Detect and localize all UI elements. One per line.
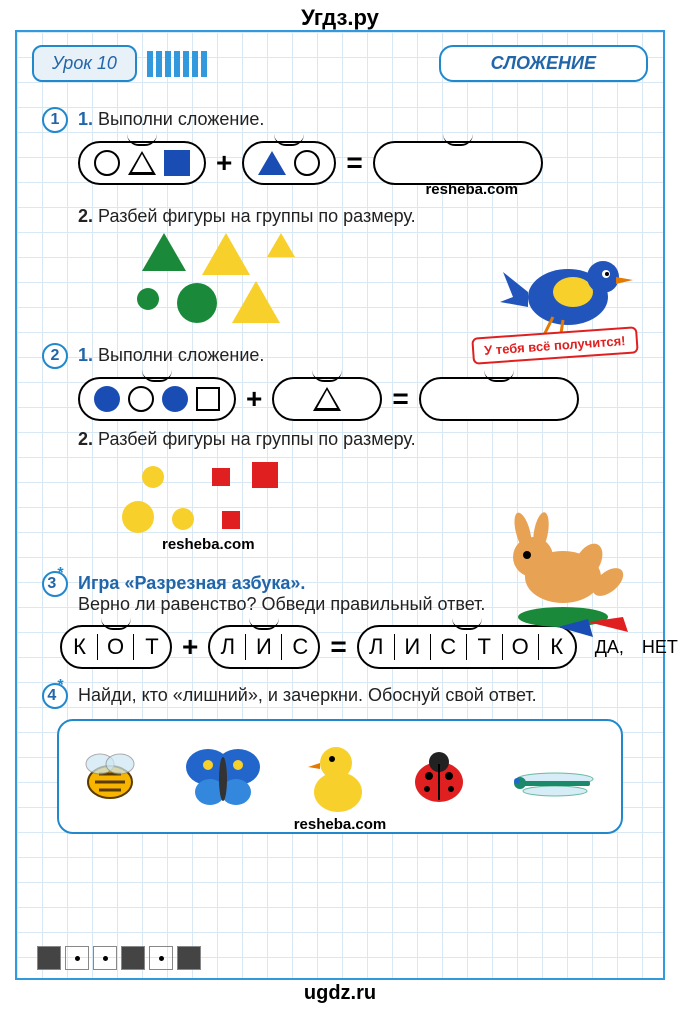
triangle-green-icon (142, 233, 186, 271)
page-footer (37, 946, 201, 970)
letter: Т (134, 634, 170, 660)
task2-sub2-text: Разбей фигуры на группы по размеру. (98, 429, 416, 449)
task3-text: Игра «Разрезная азбука». Верно ли равенс… (78, 571, 485, 615)
triangle-yellow-icon (232, 281, 280, 323)
task-4: 4 Найди, кто «лишний», и зачеркни. Обосн… (42, 683, 638, 709)
triangle-yellow-small-icon (267, 233, 295, 257)
circle-green-small-icon (137, 288, 159, 310)
page-header: Урок 10 СЛОЖЕНИЕ (17, 32, 663, 87)
task2-sub2: 2. Разбей фигуры на группы по размеру. (78, 429, 638, 450)
word-2: Л И С (208, 625, 320, 669)
equals-op: = (346, 147, 362, 179)
watermark-top: Угдз.ру (301, 5, 379, 31)
lesson-badge: Урок 10 (32, 45, 137, 82)
plus-op: + (246, 383, 262, 415)
circle-outline-icon (94, 150, 120, 176)
butterfly-icon[interactable] (178, 737, 268, 817)
task1-sub2-text: Разбей фигуры на группы по размеру. (98, 206, 416, 226)
square-red-small-icon (212, 468, 230, 486)
task1-sub1-text: Выполни сложение. (98, 109, 264, 129)
task-number-3: 3 (42, 571, 68, 597)
triangle-outline-icon (313, 387, 341, 411)
task3-instruction: Верно ли равенство? Обведи правильный от… (78, 594, 485, 614)
word-1: К О Т (60, 625, 172, 669)
bunny-illustration (493, 507, 643, 637)
square-red-icon (252, 462, 278, 488)
equals-op: = (392, 383, 408, 415)
operand-2 (242, 141, 336, 185)
task1-sub1: 1. Выполни сложение. (78, 107, 264, 130)
task2-sub1: 1. Выполни сложение. (78, 343, 264, 366)
circle-yellow-icon (122, 501, 154, 533)
circle-yellow-small-icon (172, 508, 194, 530)
letter: И (246, 634, 282, 660)
header-decoration (147, 51, 207, 77)
ladybug-icon[interactable] (407, 744, 472, 809)
operand-2 (272, 377, 382, 421)
circle-green-large-icon (177, 283, 217, 323)
letter: С (282, 634, 318, 660)
task1-sub2: 2. Разбей фигуры на группы по размеру. (78, 206, 638, 227)
task1-sub1-prefix: 1. (78, 109, 93, 129)
letter: Л (359, 634, 395, 660)
task-1: 1 1. Выполни сложение. (42, 107, 638, 133)
content-area: 1 1. Выполни сложение. + = (17, 87, 663, 843)
task4-text: Найди, кто «лишний», и зачеркни. Обоснуй… (78, 683, 537, 706)
task1-equation: + = (78, 141, 638, 185)
task2-sub1-prefix: 1. (78, 345, 93, 365)
task3-title: Игра «Разрезная азбука». (78, 573, 305, 593)
task-number-2: 2 (42, 343, 68, 369)
letter: Т (467, 634, 503, 660)
task2-sub1-text: Выполни сложение. (98, 345, 264, 365)
circle-blue-icon (94, 386, 120, 412)
answer-yes[interactable]: ДА, (595, 637, 624, 658)
triangle-yellow-icon (202, 233, 250, 275)
square-red-small-icon (222, 511, 240, 529)
operand-1 (78, 141, 206, 185)
triangle-blue-icon (258, 151, 286, 175)
dragonfly-icon[interactable] (505, 739, 605, 814)
operand-1 (78, 377, 236, 421)
topic-badge: СЛОЖЕНИЕ (439, 45, 648, 82)
triangle-outline-icon (128, 151, 156, 175)
square-outline-icon (196, 387, 220, 411)
resheba-watermark: resheba.com (42, 816, 638, 833)
circle-outline-icon (294, 150, 320, 176)
task1-sub2-prefix: 2. (78, 206, 93, 226)
plus-op: + (182, 631, 198, 663)
letter: К (62, 634, 98, 660)
square-blue-icon (164, 150, 190, 176)
circle-blue-icon (162, 386, 188, 412)
equals-op: = (330, 631, 346, 663)
task-number-1: 1 (42, 107, 68, 133)
result-blank[interactable] (419, 377, 579, 421)
answer-no[interactable]: НЕТ (642, 637, 678, 658)
watermark-bottom: ugdz.ru (304, 982, 376, 1005)
circle-outline-icon (128, 386, 154, 412)
plus-op: + (216, 147, 232, 179)
task2-sub2-prefix: 2. (78, 429, 93, 449)
result-blank[interactable] (373, 141, 543, 185)
letter: О (98, 634, 134, 660)
circle-yellow-small-icon (142, 466, 164, 488)
task-number-4: 4 (42, 683, 68, 709)
letter: Л (210, 634, 246, 660)
task2-equation: + = (78, 377, 638, 421)
bee-icon[interactable] (75, 742, 145, 812)
page-frame: Урок 10 СЛОЖЕНИЕ 1 1. Выполни сложение. … (15, 30, 665, 980)
letter: С (431, 634, 467, 660)
duckling-icon[interactable] (300, 737, 375, 817)
letter: И (395, 634, 431, 660)
letter: К (539, 634, 575, 660)
letter: О (503, 634, 539, 660)
